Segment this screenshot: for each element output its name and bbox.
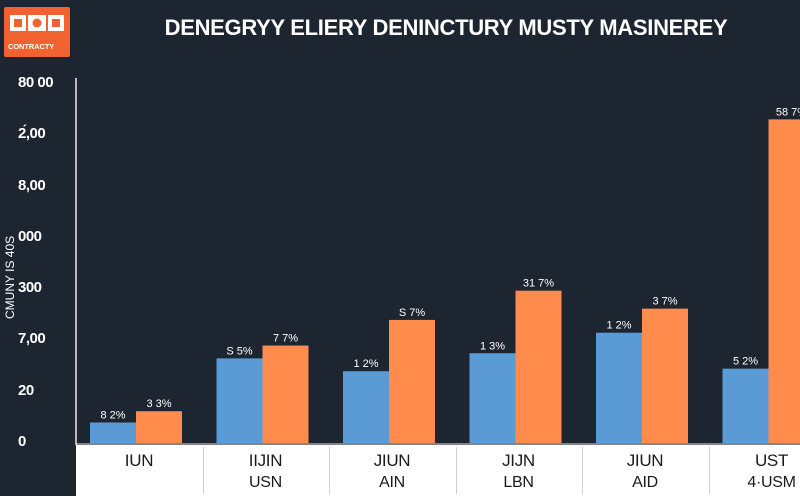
bar-series2-3	[389, 319, 435, 443]
logo-mark-icon	[10, 15, 64, 31]
bar-data-label: 3 3%	[146, 398, 171, 410]
y-tick-label: 000	[18, 227, 42, 245]
bar-series1-3	[343, 371, 389, 443]
x-axis-panel	[76, 445, 800, 496]
category-divider	[582, 447, 583, 494]
chart-title: DENEGRYY ELIERY DENINCTURY MUSTY MASINER…	[164, 15, 728, 40]
y-tick-label: 7,00	[18, 330, 46, 348]
bar-data-label: 7 7%	[273, 333, 298, 345]
y-tick-label: 2́,00	[18, 125, 46, 143]
category-divider	[455, 447, 457, 494]
x-category-sublabel: 4·USM	[747, 474, 796, 491]
y-tick-label: 300	[18, 279, 42, 297]
bar-data-label: 58 7%	[776, 106, 800, 118]
bar-data-label: 1 3%	[480, 340, 505, 352]
bar-series1-2	[216, 358, 263, 443]
x-category-label: IIJIN	[248, 451, 283, 470]
x-category-sublabel: USN	[249, 474, 282, 491]
bar-series2-6	[768, 119, 800, 443]
x-category-sublabel: LBN	[503, 474, 534, 491]
bar-series2-4	[515, 290, 562, 443]
bar-data-label: S 7%	[399, 307, 426, 319]
y-tick-label: 0	[18, 433, 26, 450]
bar-data-label: 1 2%	[606, 320, 631, 332]
x-category-label: IUN	[124, 451, 154, 470]
x-category-label: JIUN	[373, 451, 411, 470]
bar-data-label: 3 7%	[652, 296, 677, 308]
y-tick-label: 80 00	[18, 74, 54, 91]
bar-data-label: 5 2%	[733, 356, 758, 368]
bar-data-label: S 5%	[226, 345, 253, 357]
bar-series1-1	[90, 422, 136, 443]
bar-series1-6	[722, 368, 769, 443]
bar-series1-4	[469, 353, 516, 443]
x-category-sublabel: AIN	[379, 474, 405, 491]
category-divider	[329, 447, 330, 494]
x-category-label: UST	[754, 451, 789, 470]
x-category-label: JIUN	[626, 451, 664, 470]
category-divider	[202, 447, 204, 494]
bar-data-label: 1 2%	[353, 358, 378, 370]
x-category-sublabel: AID	[632, 474, 658, 491]
y-tick-label: 8,00	[18, 176, 46, 194]
bar-data-label: 8 2%	[100, 409, 125, 421]
brand-logo: CONTRACTY	[4, 7, 70, 57]
bar-series2-1	[136, 411, 182, 443]
y-tick-label: 20	[18, 381, 34, 399]
category-divider	[708, 447, 710, 494]
x-category-label: JIJN	[502, 451, 535, 470]
bar-data-label: 31 7%	[523, 278, 554, 290]
bar-series2-2	[262, 345, 309, 443]
bar-series2-5	[642, 308, 688, 443]
bar-series1-5	[596, 332, 642, 443]
logo-text: CONTRACTY	[8, 42, 55, 51]
